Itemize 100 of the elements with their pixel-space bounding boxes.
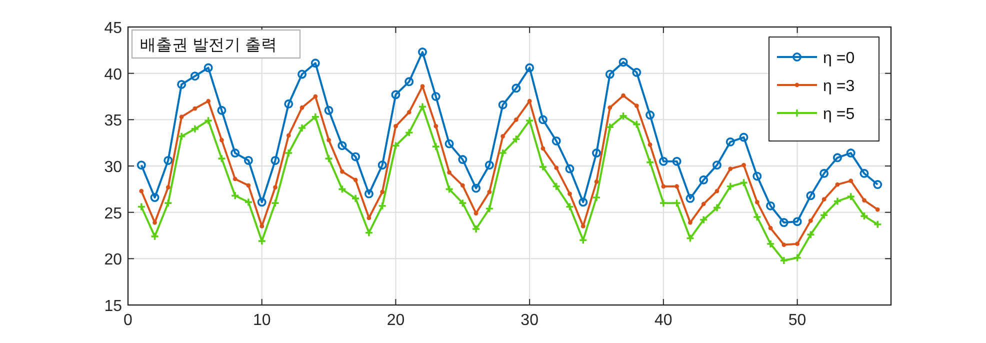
point	[500, 134, 506, 139]
point	[739, 178, 748, 188]
point	[646, 158, 654, 167]
point	[378, 201, 387, 210]
point	[779, 218, 788, 228]
point	[257, 198, 266, 207]
point	[712, 160, 722, 170]
point	[605, 70, 614, 79]
point	[688, 220, 692, 225]
x-tick-label: 50	[788, 312, 806, 329]
point	[820, 168, 829, 178]
point	[742, 162, 746, 168]
point	[766, 201, 776, 210]
point	[378, 160, 387, 170]
point	[578, 198, 588, 207]
point	[150, 232, 160, 241]
point	[618, 112, 628, 120]
point	[217, 154, 226, 163]
point	[431, 142, 440, 151]
point	[458, 155, 468, 164]
point	[726, 137, 735, 146]
point	[270, 156, 280, 165]
point	[846, 148, 856, 158]
point	[806, 230, 816, 239]
point	[444, 184, 454, 194]
point	[860, 168, 869, 178]
point	[540, 146, 546, 151]
point	[832, 153, 842, 162]
point	[795, 242, 800, 246]
point	[190, 72, 200, 81]
point	[608, 105, 612, 110]
point	[244, 198, 253, 207]
point	[351, 152, 360, 162]
point	[726, 182, 735, 191]
point	[164, 156, 173, 165]
point	[244, 156, 253, 165]
point	[311, 112, 320, 122]
point	[712, 203, 722, 212]
point	[324, 154, 334, 163]
point	[525, 63, 534, 72]
point	[860, 212, 869, 220]
point	[822, 197, 826, 202]
point	[846, 192, 856, 201]
point	[179, 114, 184, 120]
x-tick-label: 40	[654, 312, 672, 329]
x-tick-label: 10	[252, 312, 271, 329]
point	[686, 194, 695, 203]
point	[873, 180, 882, 190]
point	[686, 234, 695, 243]
annotation: 배출권 발전기 출력	[140, 37, 277, 54]
point	[206, 98, 211, 104]
point	[326, 138, 331, 142]
point	[672, 156, 682, 166]
point	[418, 48, 427, 57]
point	[313, 94, 318, 99]
point	[525, 116, 534, 125]
point	[444, 139, 454, 148]
legend-label: η =5	[823, 106, 855, 123]
point	[875, 207, 880, 212]
point	[739, 132, 748, 142]
point	[391, 141, 400, 150]
point	[568, 192, 572, 196]
point	[284, 148, 294, 158]
point	[699, 215, 708, 224]
point	[754, 200, 760, 204]
x-tick-label: 0	[124, 312, 133, 329]
point	[484, 160, 494, 170]
point	[512, 134, 521, 144]
point	[485, 204, 494, 214]
point	[835, 182, 840, 187]
point	[634, 104, 639, 108]
point	[340, 169, 344, 174]
point	[260, 224, 264, 228]
point	[658, 156, 668, 166]
y-tick-label: 15	[104, 298, 122, 315]
point	[792, 253, 802, 262]
point	[592, 193, 601, 202]
point	[230, 191, 240, 200]
point	[166, 185, 170, 190]
point	[257, 236, 266, 246]
point	[286, 133, 291, 138]
point	[498, 148, 508, 158]
point	[300, 105, 304, 110]
point	[472, 184, 481, 193]
point	[728, 166, 733, 171]
point	[632, 120, 642, 129]
point	[514, 117, 518, 122]
point	[792, 217, 802, 226]
point	[204, 63, 213, 72]
point	[512, 84, 521, 93]
point	[404, 128, 414, 138]
point	[177, 132, 186, 141]
point	[164, 198, 173, 208]
point	[552, 182, 561, 191]
point	[136, 160, 146, 170]
point	[434, 124, 438, 128]
legend-label: η =3	[823, 78, 855, 95]
y-tick-label: 45	[104, 20, 122, 37]
point	[848, 178, 854, 184]
point	[621, 93, 626, 98]
